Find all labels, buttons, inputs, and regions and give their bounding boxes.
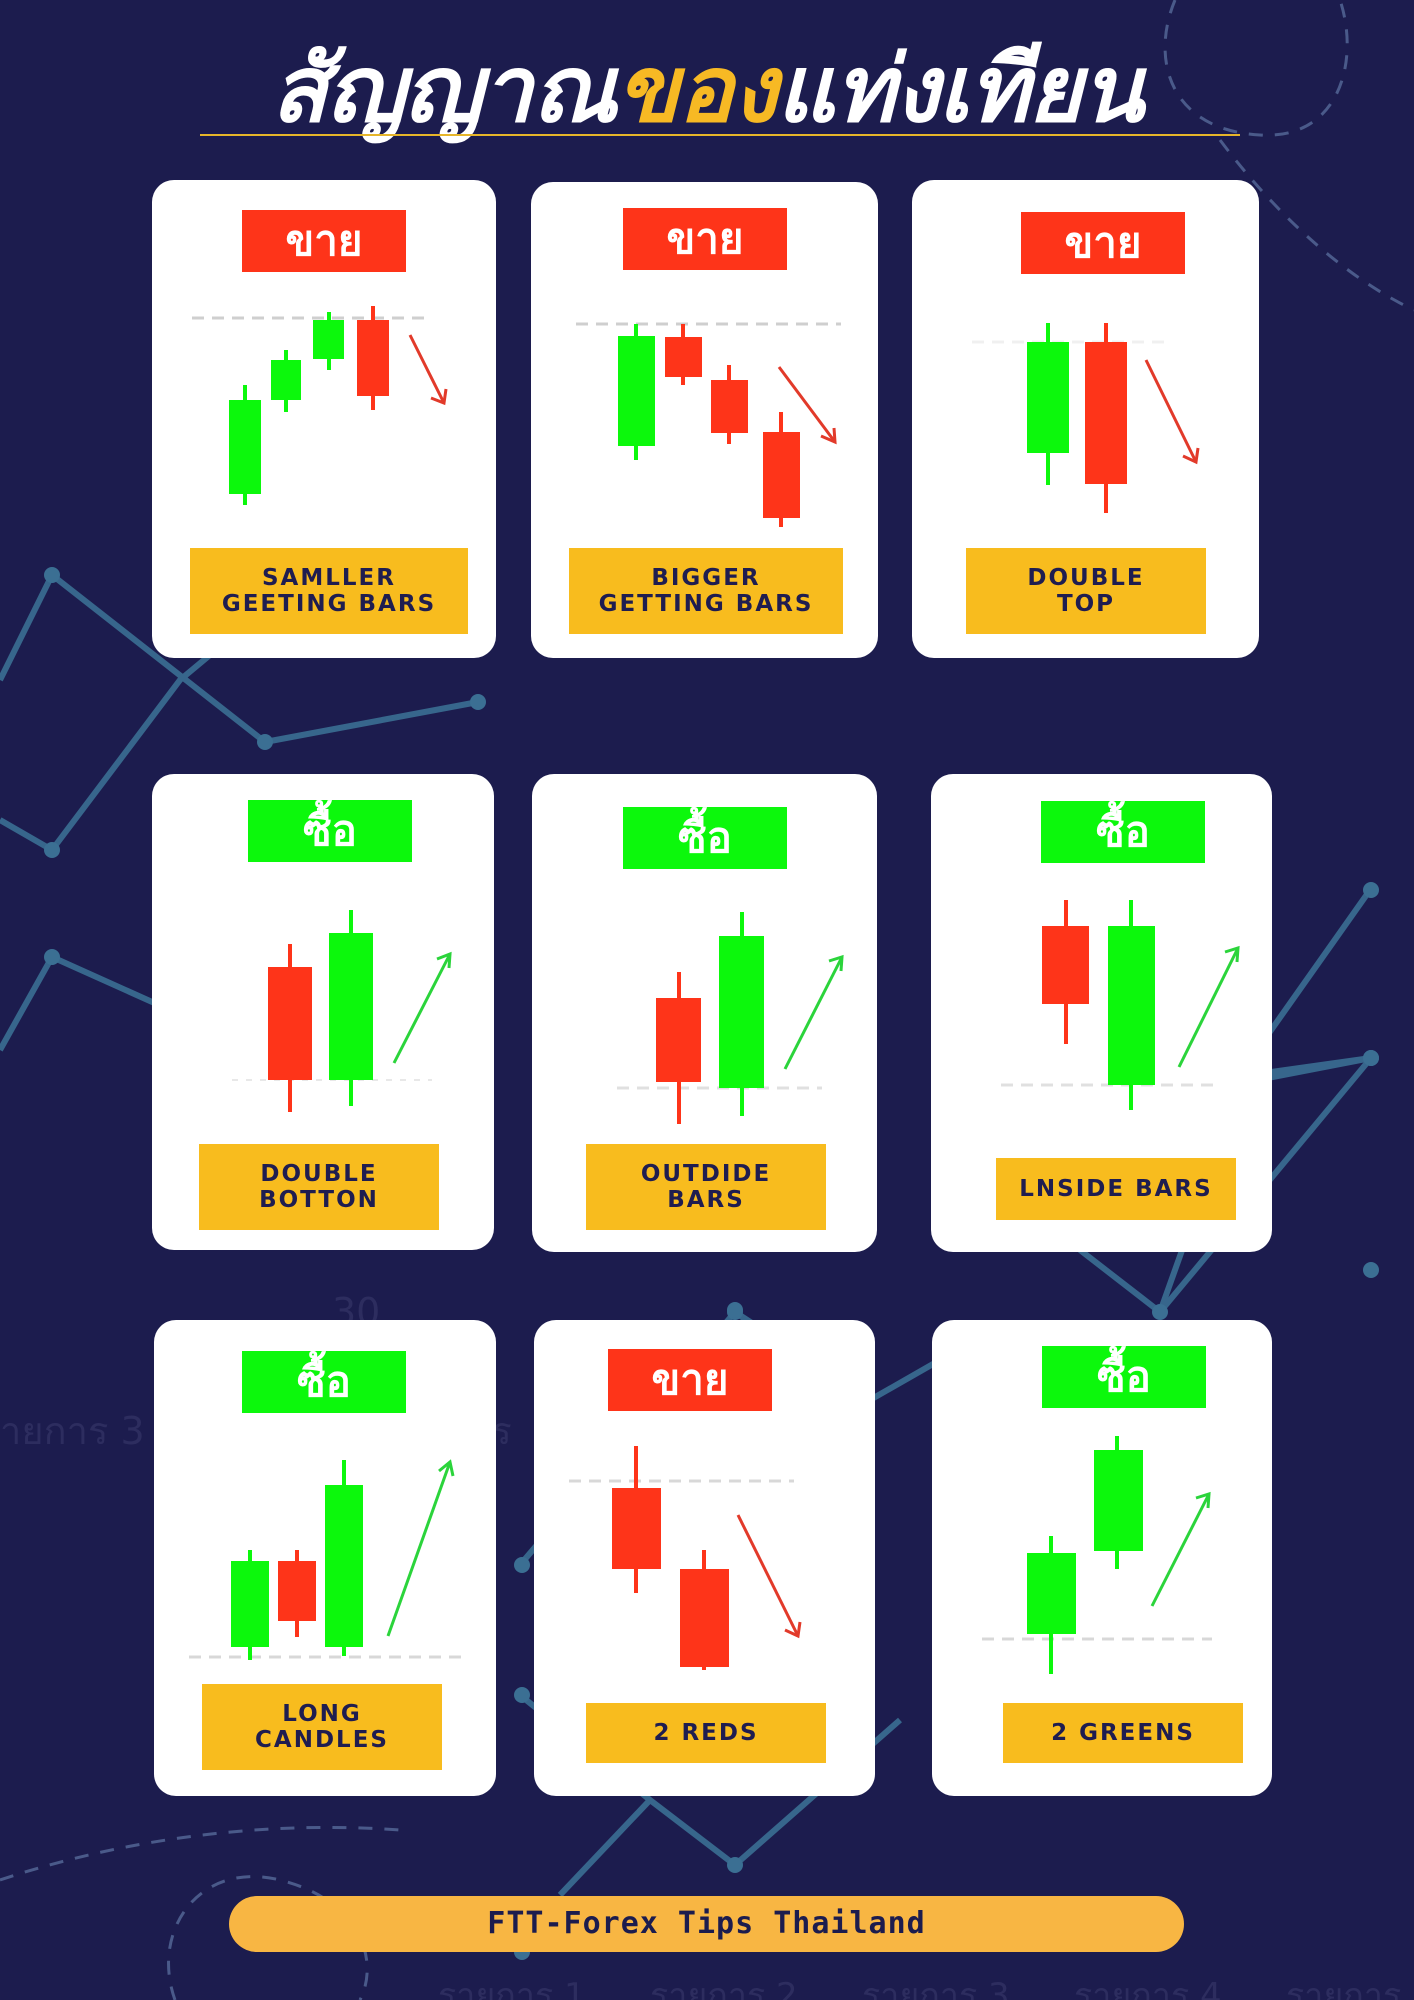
title-part-1: สัญญาณ <box>271 36 617 143</box>
pattern-card-7: ซื้อ LONG CANDLES <box>154 1320 496 1796</box>
signal-badge: ขาย <box>623 208 787 270</box>
pattern-name: 2 REDS <box>586 1703 826 1763</box>
candlestick-chart <box>192 306 448 505</box>
pattern-card-4: ซื้อ DOUBLE BOTTON <box>152 774 494 1250</box>
pattern-name: DOUBLE BOTTON <box>199 1144 439 1230</box>
pattern-card-9: ซื้อ 2 GREENS <box>932 1320 1272 1796</box>
pattern-card-2: ขาย BIGGER GETTING BARS <box>531 182 878 658</box>
signal-badge: ซื้อ <box>1041 801 1205 863</box>
pattern-name: SAMLLER GEETING BARS <box>190 548 468 634</box>
signal-badge: ซื้อ <box>1042 1346 1206 1408</box>
signal-badge: ซื้อ <box>248 800 412 862</box>
candlestick-chart <box>972 323 1200 513</box>
candlestick-chart <box>569 1446 802 1670</box>
footer-banner: FTT-Forex Tips Thailand <box>229 1896 1184 1952</box>
pattern-name: 2 GREENS <box>1003 1703 1243 1763</box>
signal-badge: ขาย <box>1021 212 1185 274</box>
page-title: สัญญาณของแท่งเทียน <box>0 30 1414 150</box>
pattern-name: LNSIDE BARS <box>996 1158 1236 1220</box>
pattern-card-3: ขาย DOUBLE TOP <box>912 180 1259 658</box>
signal-badge: ซื้อ <box>623 807 787 869</box>
bottom-item-1: รายการ 1 <box>438 1976 586 2000</box>
bottom-item-2: รายการ 2 <box>650 1976 798 2000</box>
candlestick-chart <box>982 1436 1212 1674</box>
background-bottom-items: รายการ 1 รายการ 2 รายการ 3 รายการ 4 รายก… <box>438 1968 1414 2000</box>
candlestick-chart <box>232 910 452 1112</box>
signal-badge: ขาย <box>608 1349 772 1411</box>
pattern-card-8: ขาย 2 REDS <box>534 1320 875 1796</box>
bottom-item-5: รายการ <box>1286 1976 1402 2000</box>
title-underline <box>200 134 1240 136</box>
candlestick-chart <box>617 912 844 1124</box>
pattern-name: DOUBLE TOP <box>966 548 1206 634</box>
bottom-item-4: รายการ 4 <box>1074 1976 1222 2000</box>
pattern-name: OUTDIDE BARS <box>586 1144 826 1230</box>
signal-badge: ขาย <box>242 210 406 272</box>
pattern-card-1: ขาย SAMLLER GEETING BARS <box>152 180 496 658</box>
candlestick-chart <box>1001 900 1240 1110</box>
pattern-name: LONG CANDLES <box>202 1684 442 1770</box>
candlestick-chart <box>189 1459 464 1660</box>
signal-badge: ซื้อ <box>242 1351 406 1413</box>
candlestick-chart <box>576 322 841 527</box>
bottom-item-3: รายการ 3 <box>862 1976 1010 2000</box>
title-part-3: แท่งเทียน <box>776 36 1144 143</box>
background-text-item3: ายการ 3 <box>0 1409 145 1453</box>
title-part-2: ของ <box>616 36 777 143</box>
pattern-name: BIGGER GETTING BARS <box>569 548 843 634</box>
pattern-card-5: ซื้อ OUTDIDE BARS <box>532 774 877 1252</box>
pattern-card-6: ซื้อ LNSIDE BARS <box>931 774 1272 1252</box>
